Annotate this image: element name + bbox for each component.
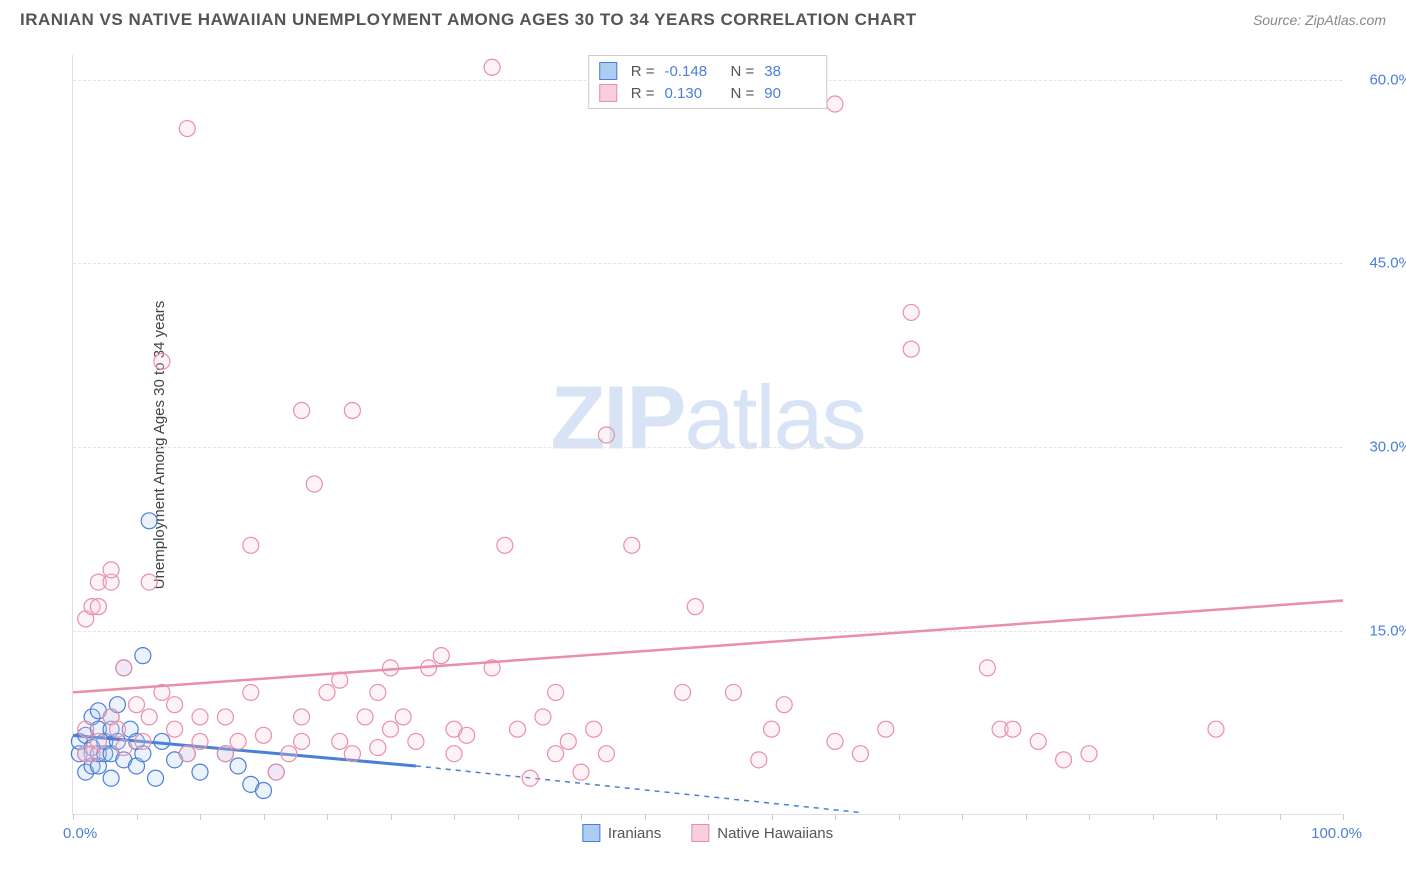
legend-swatch-0 xyxy=(599,62,617,80)
legend-r-label-1: R = xyxy=(631,85,655,102)
source-credit: Source: ZipAtlas.com xyxy=(1253,12,1386,28)
legend-n-value-0: 38 xyxy=(764,63,816,80)
bottom-legend: Iranians Native Hawaiians xyxy=(582,824,833,842)
legend-r-value-0: -0.148 xyxy=(665,63,717,80)
legend-n-value-1: 90 xyxy=(764,85,816,102)
legend-n-label-0: N = xyxy=(731,63,755,80)
legend-row-1: R = 0.130 N = 90 xyxy=(599,82,817,104)
x-tick-label-max: 100.0% xyxy=(1311,825,1362,842)
y-tick-label: 60.0% xyxy=(1369,71,1406,88)
x-tick-label-min: 0.0% xyxy=(63,825,97,842)
bottom-legend-swatch-1 xyxy=(691,824,709,842)
legend-n-label-1: N = xyxy=(731,85,755,102)
legend-swatch-1 xyxy=(599,84,617,102)
legend-r-value-1: 0.130 xyxy=(665,85,717,102)
bottom-legend-item-0: Iranians xyxy=(582,824,661,842)
scatter-plot xyxy=(73,55,1342,814)
y-tick-label: 45.0% xyxy=(1369,255,1406,272)
y-tick-label: 15.0% xyxy=(1369,623,1406,640)
bottom-legend-swatch-0 xyxy=(582,824,600,842)
bottom-legend-item-1: Native Hawaiians xyxy=(691,824,833,842)
legend-r-label-0: R = xyxy=(631,63,655,80)
chart-container: Unemployment Among Ages 30 to 34 years Z… xyxy=(50,45,1386,845)
legend-row-0: R = -0.148 N = 38 xyxy=(599,60,817,82)
y-tick-label: 30.0% xyxy=(1369,439,1406,456)
chart-title: IRANIAN VS NATIVE HAWAIIAN UNEMPLOYMENT … xyxy=(20,10,917,30)
bottom-legend-label-1: Native Hawaiians xyxy=(717,825,833,842)
plot-area: ZIPatlas 15.0%30.0%45.0%60.0% 0.0% 100.0… xyxy=(72,55,1342,815)
bottom-legend-label-0: Iranians xyxy=(608,825,661,842)
legend-stats-box: R = -0.148 N = 38 R = 0.130 N = 90 xyxy=(588,55,828,109)
